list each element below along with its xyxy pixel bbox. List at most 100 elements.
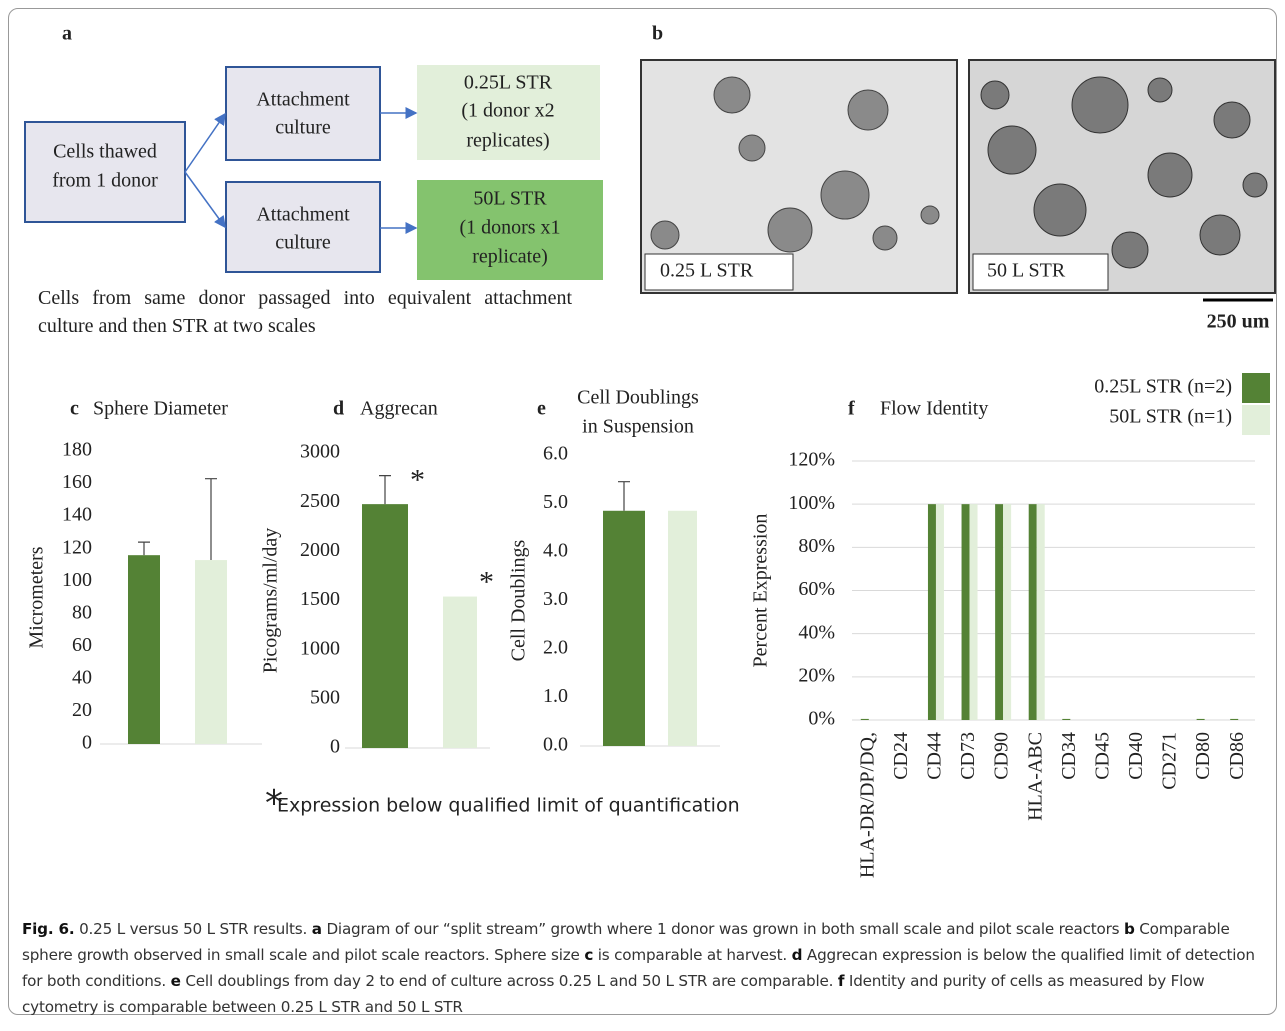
bar (995, 504, 1003, 720)
panel-letter: c (70, 398, 79, 420)
node-label: Attachment (256, 204, 350, 226)
y-axis-label: Percent Expression (750, 514, 772, 668)
chart-title: Flow Identity (880, 398, 988, 420)
node-label: 50L STR (473, 188, 547, 210)
y-tick-label: 2.0 (543, 637, 568, 659)
y-tick-label: 3.0 (543, 588, 568, 610)
y-tick-label: 0 (82, 732, 92, 754)
caption-text: d (792, 946, 803, 964)
bar (1029, 504, 1037, 720)
node-box (226, 67, 380, 160)
caption-text: a (312, 920, 322, 938)
y-tick-label: 6.0 (543, 443, 568, 465)
panel-letter: a (62, 23, 72, 45)
node-label: Cells thawed (53, 141, 157, 163)
bar (603, 511, 645, 746)
y-axis-label: Cell Doublings (508, 539, 530, 661)
bar (1003, 504, 1011, 720)
error-bar (379, 476, 391, 505)
caption: Fig. 6. 0.25 L versus 50 L STR results. … (22, 916, 1276, 1020)
y-tick-label: 160 (62, 471, 92, 493)
caption-text: e (171, 972, 181, 990)
x-tick-label: HLA-ABC (1024, 732, 1046, 821)
caption-text: 0.25 L versus 50 L STR results. (74, 920, 311, 938)
node-label: culture (275, 232, 331, 254)
caption-text: Cell doublings from day 2 to end of cult… (181, 972, 838, 990)
caption-label: Fig. 6. (22, 920, 74, 938)
node-label: replicates) (466, 130, 549, 152)
bar (668, 511, 697, 746)
node-label: culture (275, 117, 331, 139)
bar (443, 597, 477, 748)
annotation: * (479, 565, 494, 598)
bar (861, 719, 869, 720)
node-label: (1 donor x2 (461, 100, 554, 122)
chart-title: Cell Doublings (577, 387, 699, 409)
node-box (226, 182, 380, 272)
y-tick-label: 40 (72, 666, 92, 688)
y-tick-label: 1500 (300, 588, 340, 610)
image-label: 0.25 L STR (660, 260, 754, 282)
node-label: (1 donors x1 (459, 217, 560, 239)
footnote-text: Expression below qualified limit of quan… (277, 795, 740, 817)
bar (970, 504, 978, 720)
y-tick-label: 0% (808, 708, 835, 730)
bar (128, 555, 160, 744)
y-tick-label: 1.0 (543, 685, 568, 707)
scale-bar-label: 250 um (1207, 311, 1270, 333)
bar (1062, 719, 1070, 720)
y-tick-label: 100 (62, 569, 92, 591)
x-tick-label: CD24 (890, 732, 912, 780)
bar (195, 560, 227, 744)
y-axis-label: Picograms/ml/day (260, 528, 282, 674)
y-tick-label: 20 (72, 699, 92, 721)
legend-swatch (1242, 373, 1270, 403)
bar (936, 504, 944, 720)
y-tick-label: 180 (62, 439, 92, 461)
y-tick-label: 0.0 (543, 734, 568, 756)
x-tick-label: CD44 (924, 732, 946, 780)
node-label: from 1 donor (52, 170, 158, 192)
page: {"panel_a": {"letter": "a", "nodes": [ {… (0, 0, 1285, 1031)
node-label: 0.25L STR (464, 72, 553, 94)
caption-text: b (1124, 920, 1135, 938)
x-tick-label: CD90 (991, 732, 1013, 780)
x-tick-label: HLA-DR/DP/DQ, (856, 732, 878, 878)
error-bar (618, 482, 630, 511)
y-tick-label: 3000 (300, 441, 340, 463)
x-tick-label: CD80 (1192, 732, 1214, 780)
panel-letter: b (652, 23, 663, 45)
y-tick-label: 4.0 (543, 540, 568, 562)
legend-label: 50L STR (n=1) (1109, 406, 1232, 428)
bar (1197, 719, 1205, 720)
y-tick-label: 140 (62, 504, 92, 526)
y-tick-label: 120 (62, 536, 92, 558)
y-tick-label: 80 (72, 601, 92, 623)
caption-text: Diagram of our “split stream” growth whe… (322, 920, 1124, 938)
chart-title: Aggrecan (360, 398, 438, 420)
image-label: 50 L STR (987, 260, 1066, 282)
y-tick-label: 80% (798, 535, 835, 557)
y-tick-label: 120% (788, 449, 835, 471)
y-tick-label: 2500 (300, 490, 340, 512)
error-bar (205, 479, 217, 560)
x-tick-label: CD73 (957, 732, 979, 780)
y-tick-label: 5.0 (543, 491, 568, 513)
y-axis-label: Micrometers (26, 546, 48, 648)
y-tick-label: 60 (72, 634, 92, 656)
caption-text: c (584, 946, 593, 964)
bar (928, 504, 936, 720)
y-tick-label: 0 (330, 736, 340, 758)
x-tick-label: CD40 (1125, 732, 1147, 780)
chart-title: in Suspension (582, 416, 694, 438)
node-label: replicate) (472, 246, 548, 268)
x-tick-label: CD34 (1058, 732, 1080, 780)
panel-letter: d (333, 398, 344, 420)
x-tick-label: CD86 (1226, 732, 1248, 780)
chart-title: Sphere Diameter (93, 398, 228, 420)
x-tick-label: CD45 (1091, 732, 1113, 780)
error-bar (138, 542, 150, 555)
y-tick-label: 500 (310, 686, 340, 708)
caption-text: is comparable at harvest. (593, 946, 791, 964)
y-tick-label: 40% (798, 621, 835, 643)
